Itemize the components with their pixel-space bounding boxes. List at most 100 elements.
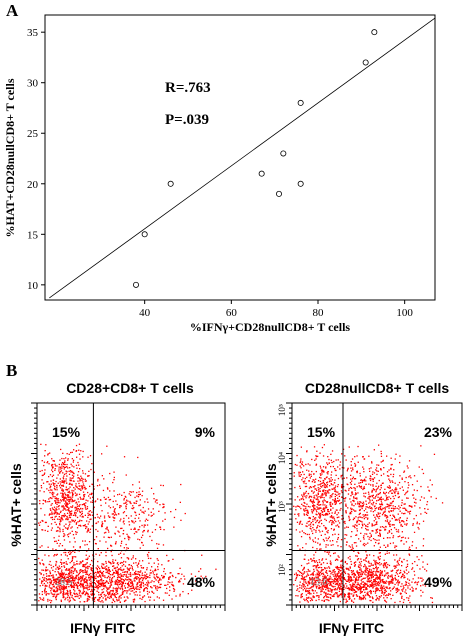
event-dot (61, 575, 63, 577)
event-dot (99, 579, 102, 581)
event-dot (302, 495, 304, 498)
event-dot (51, 527, 53, 529)
point (167, 180, 174, 187)
event-dot (370, 569, 372, 571)
event-dot (109, 578, 111, 580)
event-dot (309, 579, 311, 581)
event-dot (362, 581, 364, 583)
event-dot (85, 567, 87, 569)
event-dot (45, 501, 47, 503)
event-dot (81, 569, 84, 572)
event-dot (44, 587, 46, 589)
event-dot (129, 593, 131, 595)
event-dot (140, 576, 142, 579)
event-dot (65, 478, 67, 480)
event-dot (335, 592, 337, 594)
event-dot (369, 574, 371, 576)
event-dot (74, 592, 76, 595)
event-dot (412, 588, 414, 590)
event-dot (336, 500, 338, 502)
event-dot (164, 518, 166, 520)
event-dot (318, 508, 320, 510)
event-dot (355, 516, 357, 518)
event-dot (314, 561, 316, 563)
event-dot (59, 531, 61, 533)
event-dot (120, 561, 122, 564)
event-dot (364, 586, 366, 588)
event-dot (334, 490, 337, 492)
event-dot (371, 473, 374, 475)
event-dot (153, 585, 155, 587)
event-dot (63, 475, 65, 477)
event-dot (113, 495, 115, 497)
event-dot (349, 555, 351, 558)
event-dot (89, 528, 92, 530)
event-dot (323, 484, 325, 486)
event-dot (87, 475, 89, 477)
event-dot (112, 573, 114, 575)
event-dot (364, 598, 367, 600)
event-dot (66, 563, 68, 565)
event-dot (132, 569, 134, 571)
event-dot (336, 574, 339, 577)
event-dot (367, 594, 369, 596)
event-dot (120, 575, 122, 577)
event-dot (66, 453, 68, 455)
quadrant-label: 9% (195, 424, 216, 440)
event-dot (63, 506, 65, 508)
event-dot (340, 573, 342, 575)
event-dot (385, 495, 387, 497)
event-dot (303, 598, 305, 600)
event-dot (394, 546, 396, 549)
event-dot (361, 507, 363, 510)
event-dot (151, 514, 153, 517)
event-dot (350, 507, 352, 509)
event-dot (115, 597, 118, 599)
event-dot (360, 598, 362, 601)
event-dot (137, 493, 140, 496)
event-dot (318, 512, 320, 514)
event-dot (329, 516, 331, 518)
event-dot (354, 586, 356, 588)
event-dot (295, 576, 298, 578)
event-dot (54, 497, 56, 500)
event-dot (299, 461, 301, 464)
event-dot (409, 588, 411, 590)
event-dot (136, 577, 138, 580)
event-dot (368, 554, 371, 556)
event-dot (358, 523, 360, 525)
event-dot (56, 503, 58, 505)
event-dot (39, 578, 41, 580)
event-dot (150, 511, 152, 513)
event-dot (315, 488, 317, 490)
event-dot (78, 524, 80, 527)
event-dot (379, 582, 381, 585)
event-dot (316, 520, 318, 522)
event-dot (384, 507, 386, 509)
event-dot (44, 554, 46, 556)
event-dot (347, 573, 349, 575)
event-dot (39, 470, 41, 472)
event-dot (401, 583, 403, 585)
event-dot (50, 590, 52, 592)
event-dot (83, 564, 85, 566)
event-dot (64, 514, 66, 517)
event-dot (66, 475, 68, 477)
event-dot (350, 470, 353, 472)
event-dot (141, 511, 143, 513)
event-dot (374, 508, 376, 510)
event-dot (319, 507, 321, 509)
event-dot (51, 469, 53, 471)
event-dot (167, 560, 169, 562)
event-dot (58, 573, 60, 575)
event-dot (368, 577, 371, 579)
event-dot (313, 557, 315, 559)
event-dot (68, 568, 70, 570)
event-dot (350, 579, 353, 581)
event-dot (55, 480, 57, 483)
event-dot (391, 588, 394, 590)
event-dot (42, 529, 44, 531)
event-dot (112, 561, 114, 563)
event-dot (106, 590, 108, 592)
event-dot (44, 455, 46, 457)
